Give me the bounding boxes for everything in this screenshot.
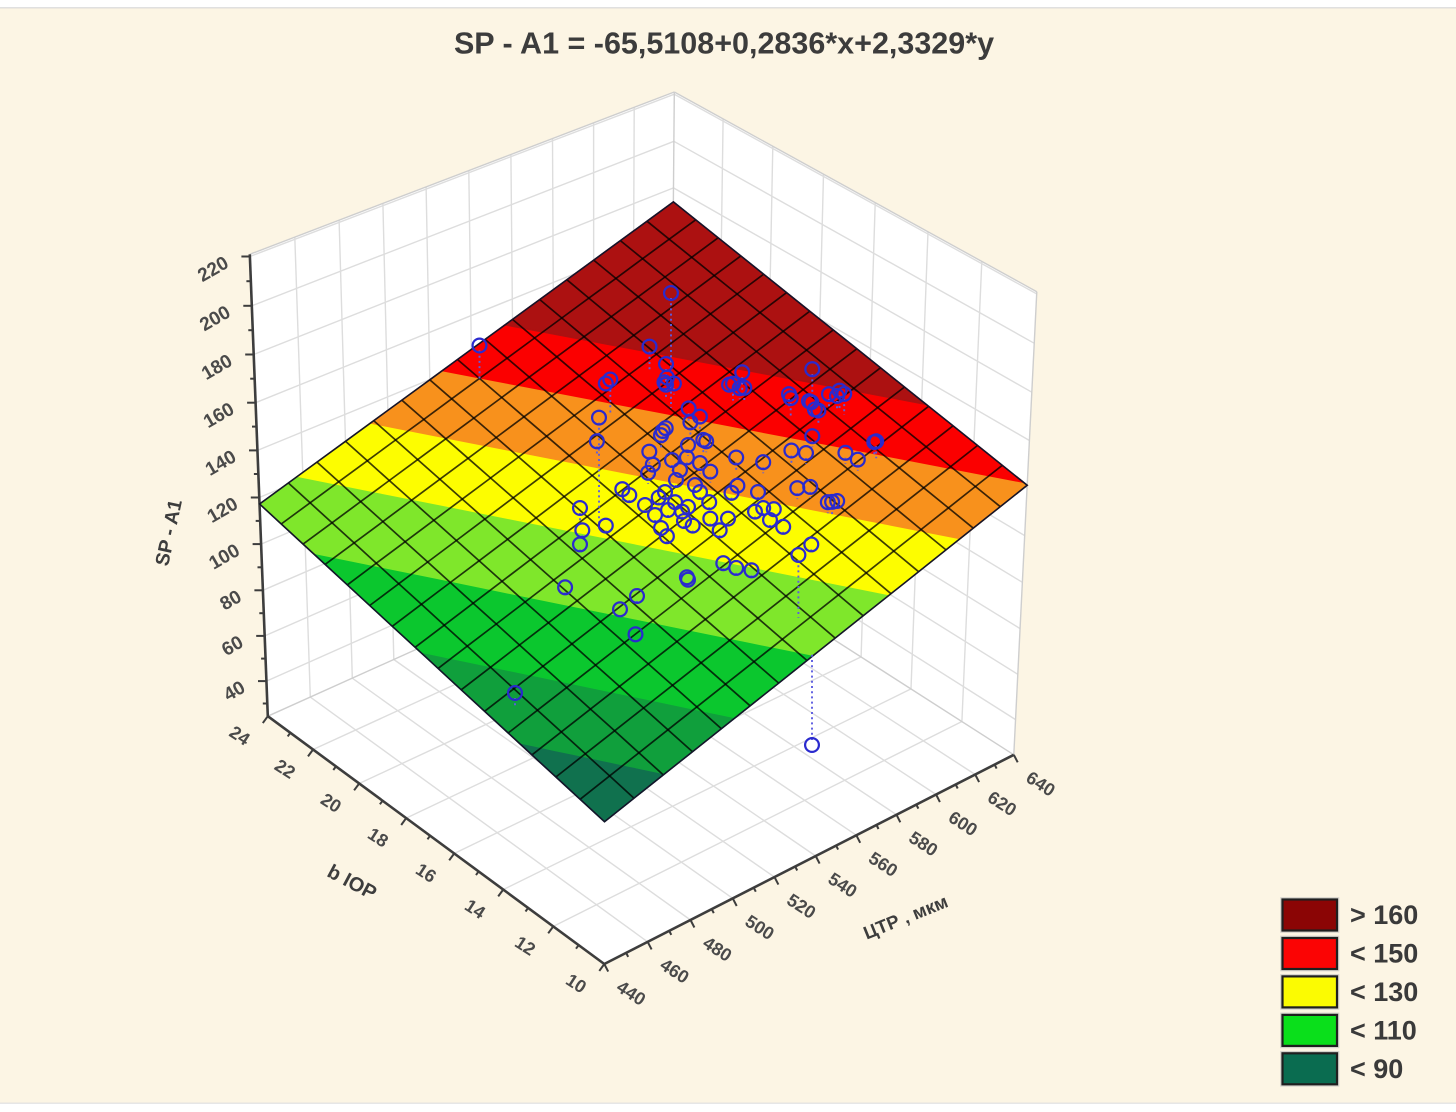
svg-text:< 90: < 90 — [1350, 1054, 1403, 1084]
svg-text:< 110: < 110 — [1350, 1015, 1417, 1045]
svg-text:> 160: > 160 — [1350, 900, 1418, 930]
svg-text:SP - A1 = -65,5108+0,2836*x+2,: SP - A1 = -65,5108+0,2836*x+2,3329*y — [454, 27, 994, 61]
svg-text:< 150: < 150 — [1350, 939, 1418, 969]
svg-text:< 130: < 130 — [1350, 977, 1418, 1007]
